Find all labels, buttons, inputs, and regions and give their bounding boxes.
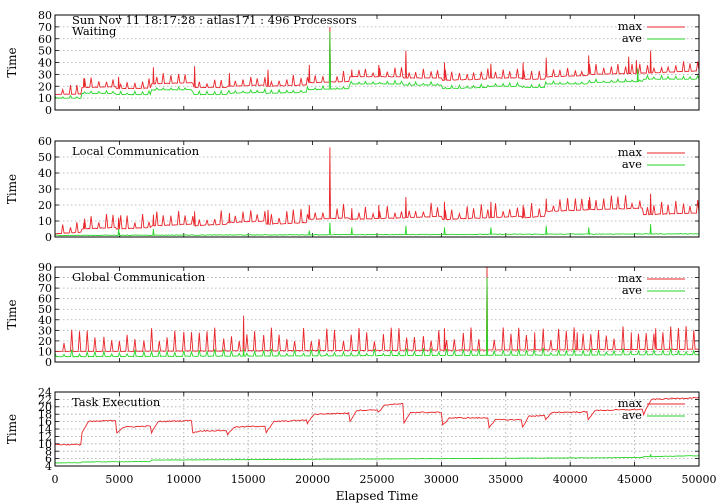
y-tick-label: 0: [45, 104, 52, 117]
panel-title: Task Execution: [72, 395, 161, 409]
y-tick-label: 60: [38, 293, 52, 306]
y-tick-label: 40: [38, 314, 52, 327]
y-tick-label: 22: [38, 393, 52, 406]
y-tick-label: 20: [38, 335, 52, 348]
y-tick-label: 16: [38, 416, 52, 429]
series-max-line: [55, 267, 699, 353]
series-max-line: [55, 396, 699, 446]
legend-label-ave: ave: [622, 283, 642, 297]
series-ave-line: [55, 277, 699, 358]
series-ave-line: [55, 31, 699, 99]
y-tick-label: 80: [38, 9, 52, 22]
y-tick-label: 10: [38, 345, 52, 358]
plot-frame: [54, 391, 700, 467]
series-ave-line: [55, 454, 699, 464]
y-tick-label: 24: [38, 386, 52, 399]
legend-label-max: max: [618, 271, 643, 285]
y-tick-label: 20: [38, 199, 52, 212]
series-max-line: [55, 147, 699, 235]
y-tick-label: 0: [45, 356, 52, 369]
panel-2: 0 10 20 30 40 50 60 Time Local Communication maxa…: [5, 135, 700, 244]
y-tick-label: 20: [38, 401, 52, 414]
y-tick-label: 20: [38, 80, 52, 93]
y-axis-label: Time: [5, 174, 19, 204]
plot-frame: [54, 266, 700, 363]
y-tick-label: 10: [38, 92, 52, 105]
x-tick-label: 50000: [682, 473, 717, 486]
x-tick-label: 10000: [166, 473, 201, 486]
y-tick-label: 0: [45, 231, 52, 244]
y-tick-label: 10: [38, 215, 52, 228]
x-tick-label: 0: [52, 473, 59, 486]
legend-label-max: max: [618, 19, 643, 33]
x-tick-label: 20000: [295, 473, 330, 486]
panel-title: Global Communication: [72, 270, 206, 284]
y-tick-label: 50: [38, 151, 52, 164]
y-tick-label: 70: [38, 21, 52, 34]
y-tick-label: 40: [38, 57, 52, 70]
legend-label-ave: ave: [622, 31, 642, 45]
y-tick-label: 40: [38, 167, 52, 180]
header-timestamp: Sun Nov 11 18:17:28 : atlas171 : 496 Pro…: [72, 13, 357, 27]
x-tick-label: 45000: [617, 473, 652, 486]
y-tick-label: 10: [38, 438, 52, 451]
y-tick-label: 60: [38, 135, 52, 148]
y-axis-label: Time: [5, 414, 19, 444]
y-tick-label: 90: [38, 261, 52, 274]
legend-label-ave: ave: [622, 408, 642, 422]
y-axis-label: Time: [5, 299, 19, 329]
x-tick-label: 5000: [105, 473, 133, 486]
legend-label-max: max: [618, 145, 643, 159]
y-tick-label: 30: [38, 68, 52, 81]
x-tick-label: 35000: [488, 473, 523, 486]
y-axis-label: Time: [5, 47, 19, 77]
y-tick-label: 50: [38, 303, 52, 316]
series-ave-line: [55, 222, 699, 237]
y-tick-label: 30: [38, 324, 52, 337]
y-tick-label: 4: [45, 460, 52, 473]
y-tick-label: 18: [38, 408, 52, 421]
legend-label-ave: ave: [622, 157, 642, 171]
y-tick-label: 8: [45, 445, 52, 458]
y-tick-label: 30: [38, 183, 52, 196]
plot-frame: [54, 140, 700, 238]
panel-title: Local Communication: [72, 144, 200, 158]
plot-frame: [54, 14, 700, 111]
y-tick-label: 70: [38, 282, 52, 295]
y-tick-label: 80: [38, 272, 52, 285]
y-tick-label: 14: [38, 423, 52, 436]
series-max-line: [55, 26, 699, 96]
legend-label-max: max: [618, 396, 643, 410]
y-tick-label: 6: [45, 453, 52, 466]
panel-title: Waiting: [72, 24, 117, 38]
y-tick-label: 60: [38, 33, 52, 46]
x-tick-label: 15000: [231, 473, 266, 486]
x-tick-label: 40000: [553, 473, 588, 486]
y-tick-label: 12: [38, 430, 52, 443]
x-axis-label: Elapsed Time: [336, 489, 419, 503]
y-tick-label: 50: [38, 45, 52, 58]
x-tick-label: 25000: [360, 473, 395, 486]
x-tick-label: 30000: [424, 473, 459, 486]
